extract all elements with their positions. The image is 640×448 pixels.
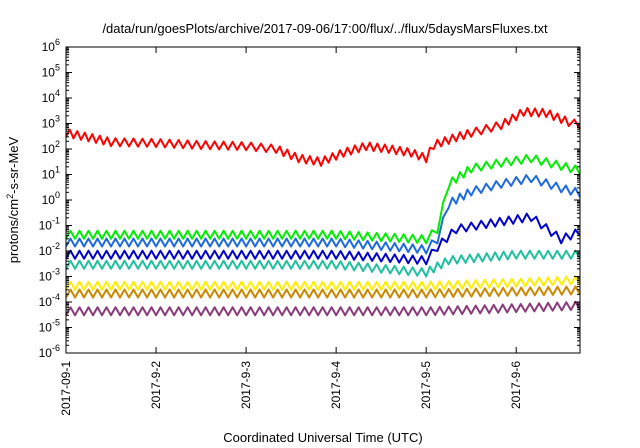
x-axis: 2017-09-1 2017-9-2 2017-9-3 2017-9-4 2017-9-… bbox=[59, 47, 523, 416]
y-axis: 106 105 104 103 102 101 100 10-1 10-2 10-3 10-4 10-… bbox=[39, 37, 580, 360]
series-line bbox=[65, 249, 581, 278]
series-line bbox=[65, 174, 581, 255]
x-tick-label: 2017-09-1 bbox=[59, 361, 73, 416]
y-axis-title: protons/cm2-s-sr-MeV bbox=[5, 136, 21, 263]
y-axis-title-sup: 2 bbox=[5, 194, 15, 199]
x-tick-label: 2017-9-3 bbox=[239, 361, 253, 409]
y-tick-label: 106 bbox=[42, 37, 60, 54]
y-tick-label: 10-3 bbox=[39, 267, 60, 284]
x-tick-label: 2017-9-4 bbox=[329, 361, 343, 409]
y-axis-title-rest: -s-sr-MeV bbox=[6, 136, 21, 193]
plot-area bbox=[65, 46, 581, 354]
series-line bbox=[65, 212, 581, 266]
series-line bbox=[65, 154, 581, 245]
series-line bbox=[65, 275, 581, 291]
y-axis-title-main: protons/cm bbox=[6, 199, 21, 263]
y-tick-label: 102 bbox=[42, 139, 60, 156]
y-tick-label: 10-6 bbox=[39, 343, 60, 360]
series-line bbox=[65, 300, 581, 317]
y-tick-label: 100 bbox=[42, 190, 60, 207]
y-tick-label: 10-4 bbox=[39, 292, 60, 309]
y-tick-label: 105 bbox=[42, 63, 60, 80]
x-tick-label: 2017-9-2 bbox=[149, 361, 163, 409]
series-line bbox=[65, 285, 581, 299]
chart-title: /data/run/goesPlots/archive/2017-09-06/1… bbox=[102, 21, 548, 36]
y-tick-label: 104 bbox=[42, 88, 60, 105]
x-axis-title: Coordinated Universal Time (UTC) bbox=[223, 430, 422, 445]
y-tick-label: 101 bbox=[42, 165, 60, 182]
x-tick-label: 2017-9-6 bbox=[509, 361, 523, 409]
y-tick-label: 10-1 bbox=[39, 216, 60, 233]
series-layer bbox=[65, 107, 581, 317]
y-tick-label: 10-2 bbox=[39, 241, 60, 258]
series-line bbox=[65, 107, 581, 167]
y-tick-label: 10-5 bbox=[39, 318, 60, 335]
x-tick-label: 2017-9-5 bbox=[419, 361, 433, 409]
y-tick-label: 103 bbox=[42, 114, 60, 131]
